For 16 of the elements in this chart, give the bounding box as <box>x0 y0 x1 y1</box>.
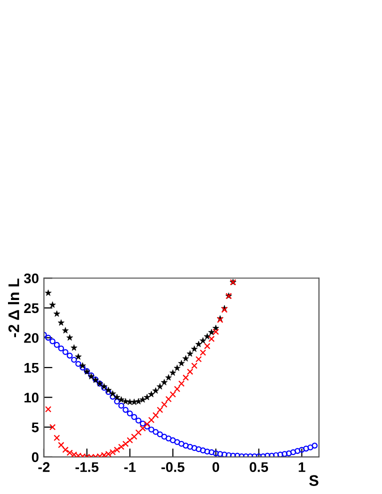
x-tick-label: 1 <box>298 462 306 472</box>
y-axis-title: -2 Δ ln L <box>8 278 20 338</box>
x-tick-label: 0 <box>212 462 220 472</box>
x-tick-label: -1.5 <box>75 462 98 472</box>
y-tick-label: 15 <box>24 363 39 373</box>
y-tick-label: 30 <box>24 273 38 284</box>
y-tick-label: 5 <box>32 422 39 432</box>
x-tick-label: -2 <box>38 462 50 472</box>
x-tick-label: -1 <box>124 462 136 472</box>
y-tick-label: 20 <box>24 333 38 343</box>
x-tick-label: -0.5 <box>161 462 184 472</box>
y-tick-label: 0 <box>32 452 38 462</box>
y-tick-label: 25 <box>24 303 39 314</box>
x-axis-title: S <box>309 475 318 486</box>
y-tick-label: 10 <box>24 392 38 403</box>
x-tick-label: 0.5 <box>250 462 268 472</box>
